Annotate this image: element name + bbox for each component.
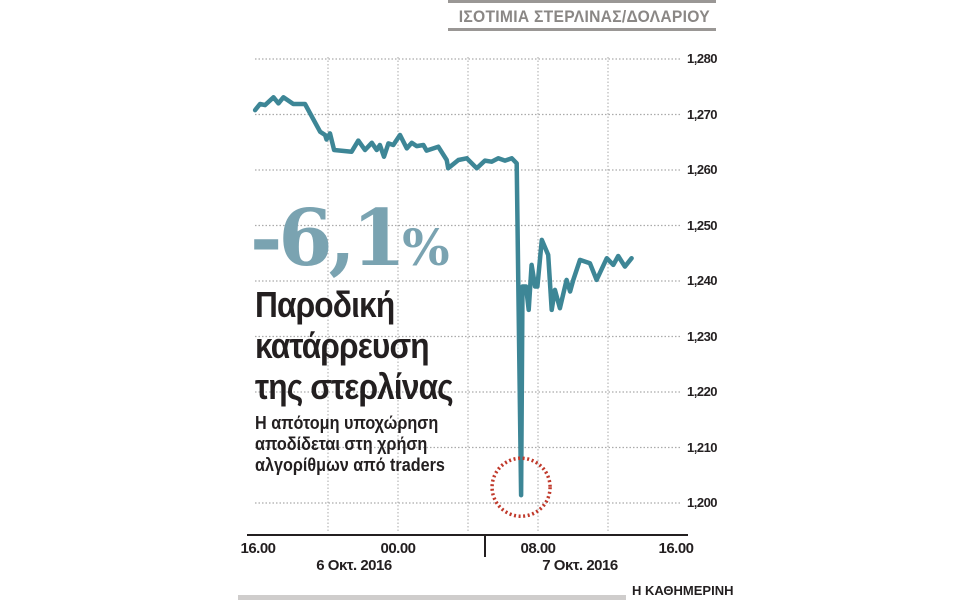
subheadline: Η απότομη υποχώρηση αποδίδεται στη χρήση… (255, 413, 445, 476)
y-tick-label: 1,240 (687, 273, 718, 288)
chart-title: ΙΣΟΤΙΜΙΑ ΣΤΕΡΛΙΝΑΣ/ΔΟΛΑΡΙΟΥ (458, 7, 710, 26)
change-percent-sign: % (402, 218, 450, 277)
low-point-highlight-circle (490, 456, 552, 518)
headline: Παροδική κατάρρευση της στερλίνας (255, 284, 454, 407)
y-tick-label: 1,270 (687, 106, 718, 122)
footer-bar (238, 595, 626, 600)
y-tick-label: 1,200 (687, 495, 718, 510)
y-tick-label: 1,280 (687, 51, 718, 66)
headline-line: της στερλίνας (255, 366, 454, 407)
y-tick-label: 1,210 (687, 439, 718, 455)
y-tick-label: 1,220 (687, 384, 718, 399)
x-tick-label: 16.00 (240, 540, 276, 557)
source-label: Η ΚΑΘΗΜΕΡΙΝΗ (632, 583, 734, 598)
date-label: 7 Οκτ. 2016 (542, 557, 618, 574)
change-figure: -6,1% (250, 200, 450, 278)
y-tick-label: 1,250 (687, 217, 718, 233)
y-tick-label: 1,230 (687, 328, 718, 344)
headline-line: κατάρρευση (255, 325, 430, 366)
date-label: 6 Οκτ. 2016 (316, 557, 392, 574)
y-tick-label: 1,260 (687, 162, 718, 177)
chart-title-box: ΙΣΟΤΙΜΙΑ ΣΤΕΡΛΙΝΑΣ/ΔΟΛΑΡΙΟΥ (448, 0, 716, 31)
x-tick-label: 16.00 (658, 540, 694, 557)
subheadline-line: Η απότομη υποχώρηση (255, 413, 439, 433)
subheadline-line: αλγορίθμων από traders (255, 455, 445, 475)
change-value: -6,1 (250, 193, 406, 284)
x-tick-label: 00.00 (380, 540, 416, 557)
subheadline-line: αποδίδεται στη χρήση (255, 434, 428, 454)
headline-line: Παροδική (255, 284, 395, 325)
x-tick-label: 08.00 (520, 540, 556, 557)
